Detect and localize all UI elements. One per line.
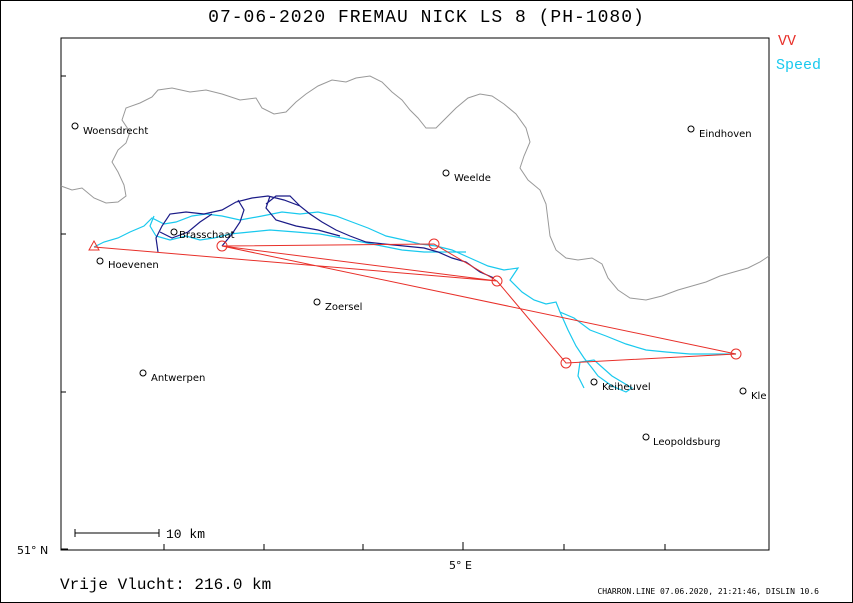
town-brasschaat: Brasschaat: [179, 230, 235, 241]
scale-bar: [74, 529, 160, 537]
town-leopoldsburg: Leopoldsburg: [653, 437, 720, 448]
country-border: [60, 75, 770, 301]
plot-border: [60, 37, 770, 551]
town-kle: Kle: [751, 391, 767, 402]
town-keiheuvel: Keiheuvel: [602, 382, 651, 393]
town-zoersel: Zoersel: [325, 302, 362, 313]
town-woensdrecht: Woensdrecht: [83, 126, 148, 137]
legend-vv: VV: [778, 33, 797, 50]
turnpoint-markers: [88, 238, 742, 369]
flight-title: 07-06-2020 FREMAU NICK LS 8 (PH-1080): [208, 8, 645, 28]
longitude-label: 5° E: [449, 559, 472, 572]
town-antwerpen: Antwerpen: [151, 373, 205, 384]
axis-ticks: [61, 75, 666, 550]
task-lines: [93, 243, 737, 364]
legend-speed: Speed: [776, 57, 822, 74]
footer-credit: CHARRON.LINE 07.06.2020, 21:21:46, DISLI…: [597, 587, 819, 596]
town-weelde: Weelde: [454, 173, 491, 184]
scale-label: 10 km: [166, 527, 205, 542]
latitude-label: 51° N: [17, 544, 48, 557]
climb-track: [155, 195, 495, 279]
free-flight-distance: Vrije Vlucht: 216.0 km: [60, 576, 272, 594]
town-eindhoven: Eindhoven: [699, 129, 752, 140]
town-hoevenen: Hoevenen: [108, 260, 159, 271]
town-dots: [71, 122, 747, 441]
